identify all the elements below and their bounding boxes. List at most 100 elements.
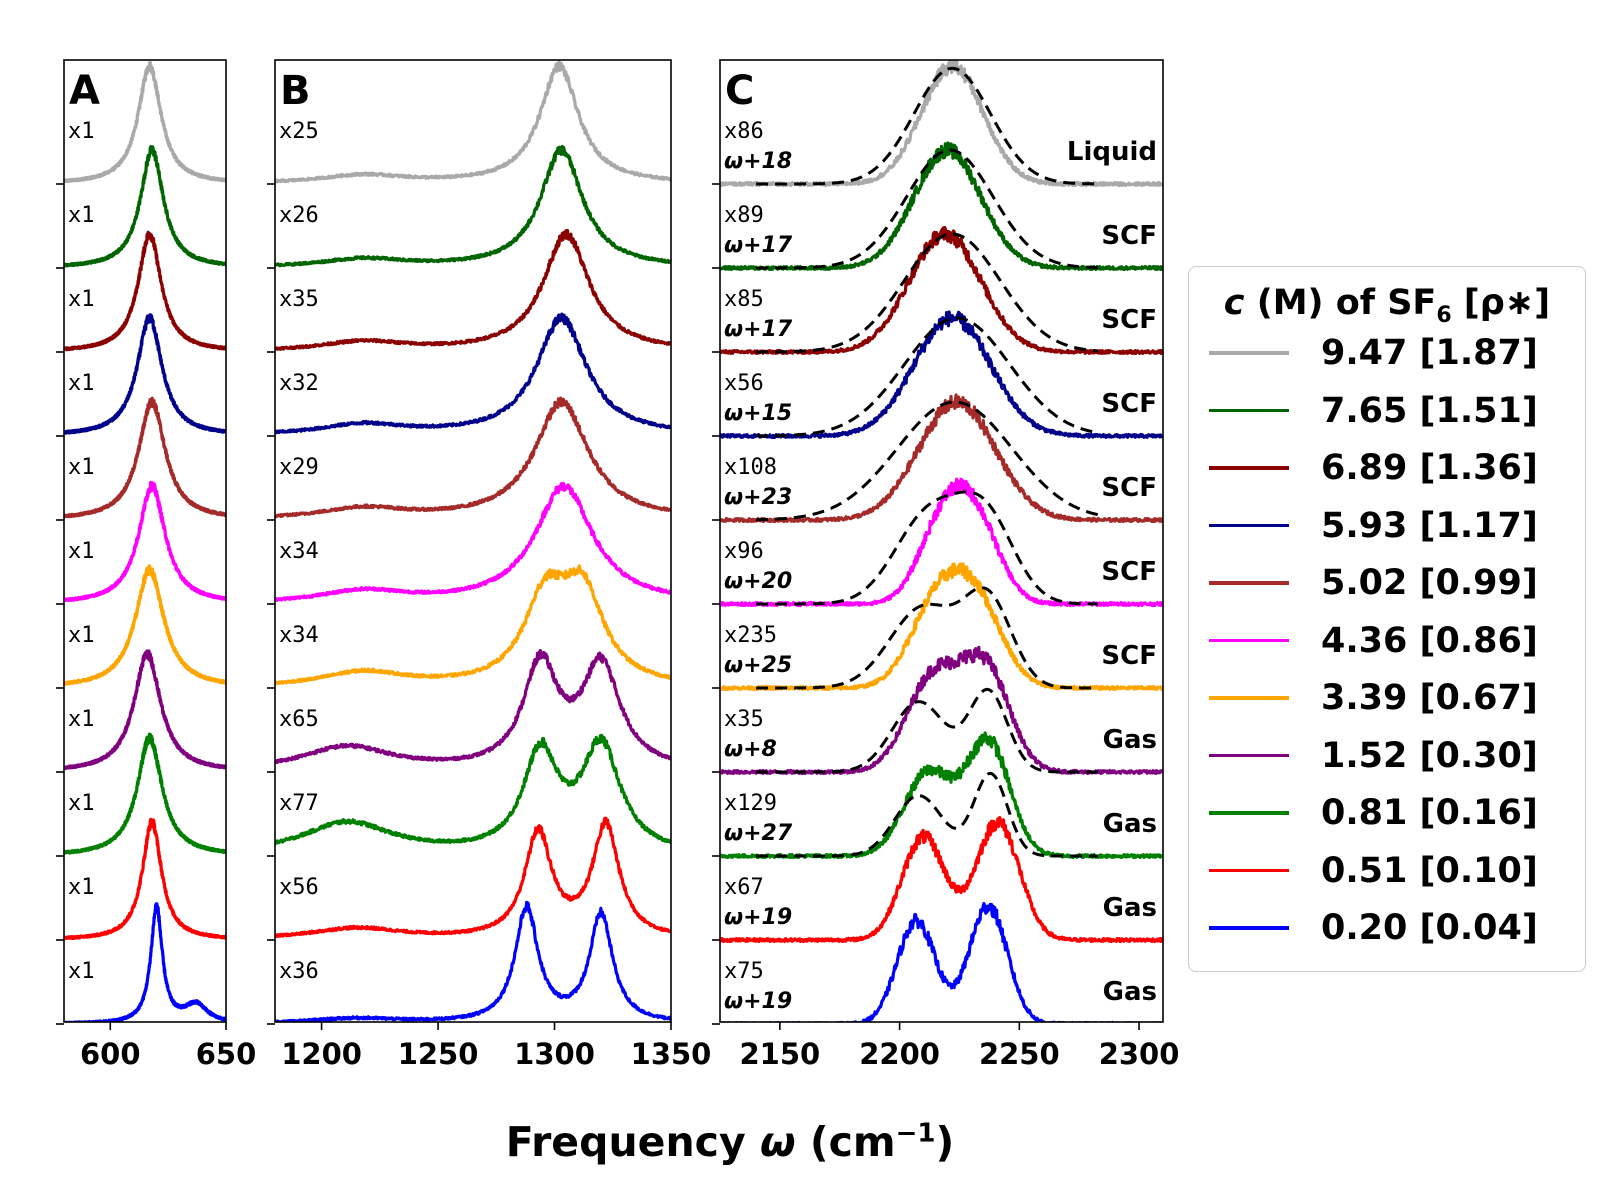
panel-c: x86 ω+18 Liquid x89 ω+17 SCF x85 ω+17 SCF x56 ω+15… [712, 59, 1180, 1071]
x-tick-label: 1300 [514, 1037, 595, 1071]
series-line [720, 225, 1163, 355]
legend-entry: 5.02 [0.99] [1209, 563, 1579, 603]
fit-line [756, 66, 1098, 186]
scale-label: x56 [724, 371, 764, 396]
scale-label: x89 [724, 203, 764, 228]
phase-label: SCF [1101, 389, 1157, 419]
series-line [64, 480, 226, 603]
axes-frame [63, 59, 227, 1023]
legend-label: 3.39 [0.67] [1321, 678, 1538, 718]
panel-a: x1 x1 x1 x1 x1 x1 x1 x1 x1 x1 x1 A 600 650 [56, 59, 256, 1071]
scale-label: x29 [279, 455, 319, 480]
scale-label: x56 [279, 875, 319, 900]
phase-label: Gas [1103, 809, 1157, 839]
phase-label: Gas [1103, 725, 1157, 755]
series-line [275, 396, 671, 519]
phase-label: SCF [1101, 557, 1157, 587]
scale-label: x25 [279, 119, 319, 144]
phase-label: SCF [1101, 305, 1157, 335]
series-line [275, 228, 671, 351]
x-axis-label: Frequency ω (cm−1) [505, 1118, 955, 1166]
legend: c (M) of SF6 [ρ∗] 9.47 [1.87] 7.65 [1.51]… [1188, 266, 1586, 972]
legend-swatch [1209, 811, 1289, 815]
legend-entry: 1.52 [0.30] [1209, 736, 1579, 776]
fit-line [756, 490, 1098, 606]
offset-label: ω+8 [724, 737, 777, 762]
scale-label: x1 [68, 875, 95, 900]
legend-swatch [1209, 466, 1289, 470]
x-tick-label: 2300 [1099, 1037, 1180, 1071]
series-line [64, 230, 226, 352]
legend-entry: 4.36 [0.86] [1209, 621, 1579, 661]
legend-swatch [1209, 696, 1289, 700]
scale-label: x65 [279, 707, 319, 732]
legend-entry: 3.39 [0.67] [1209, 678, 1579, 718]
phase-label: SCF [1101, 473, 1157, 503]
series-line [720, 815, 1163, 944]
series-line [64, 817, 226, 941]
phase-label: SCF [1101, 641, 1157, 671]
scale-label: x1 [68, 203, 95, 228]
scale-label: x85 [724, 287, 764, 312]
series-line [275, 816, 671, 939]
legend-label: 0.81 [0.16] [1321, 793, 1538, 833]
legend-swatch [1209, 351, 1289, 355]
offset-label: ω+19 [724, 989, 792, 1014]
series-line [275, 144, 671, 268]
x-tick-label: 2200 [859, 1037, 940, 1071]
x-tick-label: 2250 [979, 1037, 1060, 1071]
legend-entry: 7.65 [1.51] [1209, 391, 1579, 431]
scale-label: x1 [68, 539, 95, 564]
legend-swatch [1209, 638, 1289, 642]
panel-label: A [69, 68, 100, 114]
series-line [64, 564, 226, 686]
legend-entry: 5.93 [1.17] [1209, 506, 1579, 546]
scale-label: x32 [279, 371, 319, 396]
offset-label: ω+27 [724, 821, 793, 846]
legend-swatch [1209, 581, 1289, 585]
legend-swatch [1209, 408, 1289, 412]
scale-label: x1 [68, 455, 95, 480]
legend-swatch [1209, 926, 1289, 930]
legend-swatch [1209, 753, 1289, 757]
legend-label: 0.51 [0.10] [1321, 850, 1538, 891]
scale-label: x26 [279, 203, 319, 228]
series-line [275, 481, 671, 602]
legend-label: 0.20 [0.04] [1321, 908, 1538, 948]
legend-label: 7.65 [1.51] [1321, 390, 1538, 431]
series-line [275, 312, 671, 435]
scale-label: x77 [279, 791, 319, 816]
panels: x1 x1 x1 x1 x1 x1 x1 x1 x1 x1 x1 A 600 650 x25 x26 x35 x3… [56, 59, 1180, 1071]
legend-label: 4.36 [0.86] [1321, 620, 1538, 661]
scale-label: x34 [279, 623, 319, 648]
legend-entry: 6.89 [1.36] [1209, 448, 1579, 488]
x-tick-label: 600 [80, 1037, 141, 1071]
x-tick-label: 2150 [740, 1037, 821, 1071]
fit-line [756, 148, 1098, 270]
series-line [275, 733, 671, 846]
offset-label: ω+17 [724, 317, 793, 342]
legend-entry: 0.81 [0.16] [1209, 793, 1579, 833]
offset-label: ω+18 [724, 149, 792, 174]
scale-label: x235 [724, 623, 777, 648]
offset-label: ω+20 [724, 569, 792, 594]
fit-line [756, 316, 1099, 438]
offset-label: ω+17 [724, 233, 793, 258]
series-line [275, 649, 671, 765]
series-line [720, 393, 1163, 524]
legend-label: 6.89 [1.36] [1321, 448, 1538, 488]
axes-frame [719, 59, 1164, 1023]
scale-label: x108 [724, 455, 777, 480]
phase-label: Gas [1103, 977, 1157, 1007]
x-tick-label: 1200 [281, 1037, 362, 1071]
x-tick-label: 1250 [398, 1037, 479, 1071]
scale-label: x67 [724, 875, 764, 900]
offset-label: ω+23 [724, 485, 792, 510]
panel-label: B [280, 68, 311, 114]
series-line [64, 649, 226, 771]
scale-label: x36 [279, 959, 319, 984]
scale-label: x1 [68, 287, 95, 312]
fit-line [756, 400, 1099, 522]
series-line [275, 900, 671, 1022]
